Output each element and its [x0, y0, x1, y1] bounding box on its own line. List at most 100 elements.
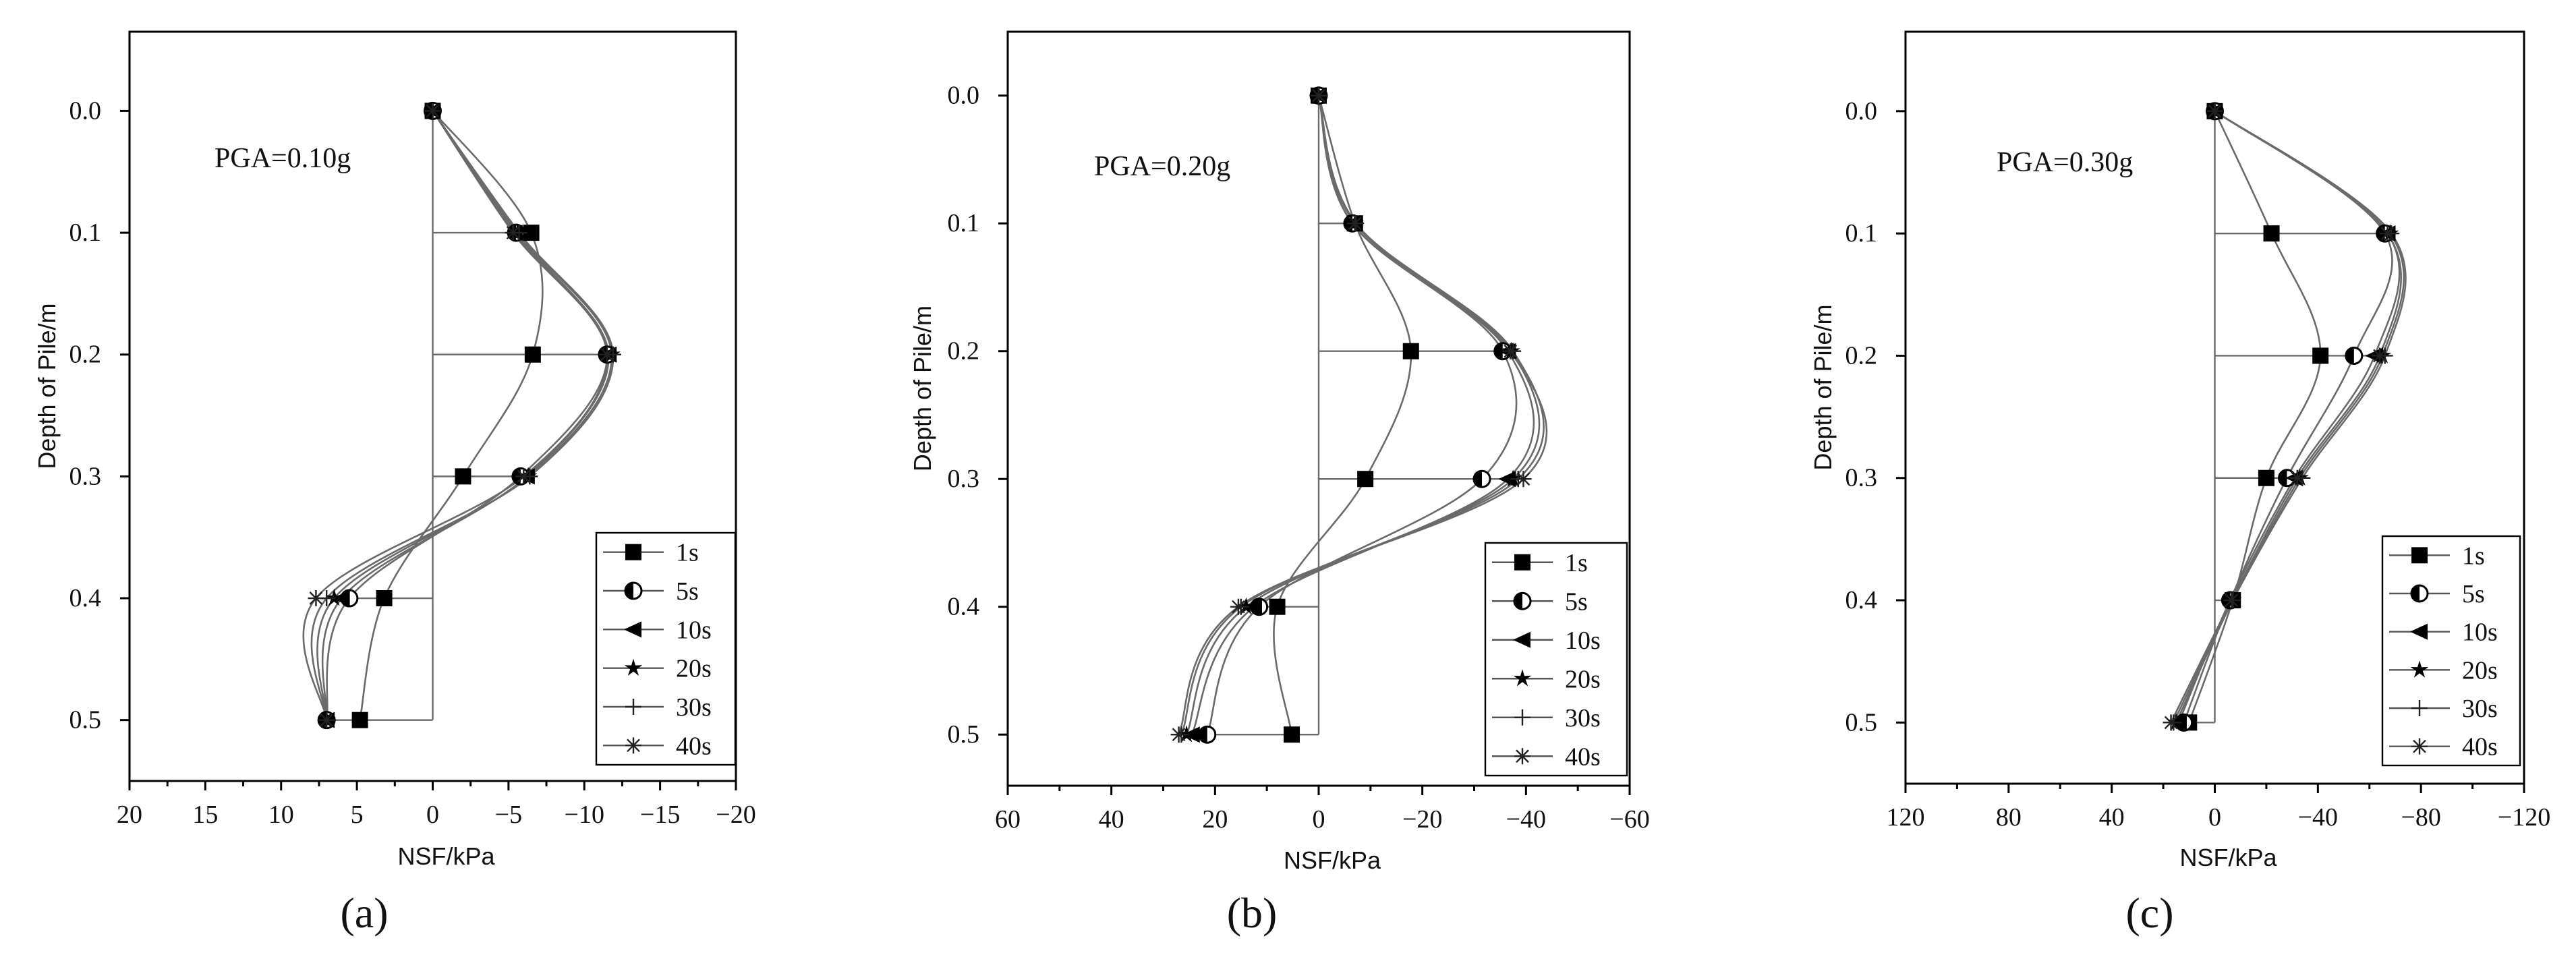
series-markers-30s [318, 103, 621, 728]
y-tick-label: 0.1 [69, 219, 102, 247]
series-markers-20s [1177, 86, 1522, 743]
legend-label: 10s [1565, 627, 1601, 655]
legend-marker-20s [2410, 660, 2429, 678]
legend: 1s 5s 10s 20s 30s 40s [2381, 535, 2521, 767]
point-40s-4 [1230, 598, 1247, 615]
y-axis-label: Depth of Pile/m [909, 306, 936, 471]
x-tick-label: 0 [2208, 803, 2221, 832]
x-tick-label: 5 [351, 801, 364, 829]
point-40s-1 [505, 225, 521, 241]
x-tick-label: −5 [495, 801, 522, 829]
panel-label: (b) [1227, 889, 1278, 937]
y-tick-label: 0.3 [948, 465, 980, 493]
legend-marker-1s [625, 544, 641, 560]
legend-label: 1s [2462, 542, 2485, 570]
y-tick-label: 0.1 [1845, 219, 1878, 248]
panel-label: (c) [2125, 889, 2173, 937]
series-line-10s [1191, 95, 1535, 735]
legend-marker-40s [2411, 738, 2428, 755]
x-tick-label: 80 [1996, 803, 2022, 832]
series-line-20s [2175, 110, 2405, 723]
x-tick-label: −120 [2498, 803, 2550, 832]
series-line-40s [2170, 110, 2402, 723]
series-line-1s [1273, 95, 1412, 735]
point-40s-1 [1346, 215, 1363, 232]
y-axis-label: Depth of Pile/m [1809, 304, 1837, 470]
x-axis-label: NSF/kPa [2179, 844, 2277, 871]
legend-marker-10s [2410, 623, 2428, 640]
point-1s-2 [1402, 343, 1419, 359]
legend-marker-10s [1513, 631, 1530, 648]
point-20s-2 [602, 345, 621, 362]
x-tick-label: 0 [1313, 805, 1325, 834]
x-tick-label: −10 [565, 801, 604, 829]
legend-box [1484, 542, 1628, 777]
legend-marker-1s [2411, 547, 2428, 564]
point-5s-2 [2345, 346, 2364, 365]
x-tick-label: −20 [716, 801, 755, 829]
pga-annotation: PGA=0.30g [1997, 147, 2133, 178]
y-tick-label: 0.0 [1845, 97, 1878, 125]
point-1s-3 [455, 468, 471, 485]
legend-label: 5s [676, 577, 699, 606]
point-40s-5 [2163, 714, 2179, 731]
point-40s-4 [308, 590, 324, 607]
x-tick-label: −40 [1506, 805, 1546, 834]
point-40s-0 [2206, 103, 2223, 119]
pga-annotation: PGA=0.10g [214, 143, 351, 174]
x-tick-label: 0 [426, 801, 439, 829]
series-markers-40s [1170, 87, 1532, 743]
point-20s-2 [2373, 346, 2392, 364]
point-40s-0 [1311, 87, 1327, 104]
legend-label: 20s [2462, 656, 2498, 685]
point-40s-2 [2372, 347, 2388, 364]
legend-marker-40s [1514, 748, 1530, 765]
x-tick-label: −60 [1609, 805, 1649, 834]
point-40s-5 [1170, 726, 1187, 743]
point-5s-2-fill [2345, 347, 2354, 364]
series-line-10s [2177, 110, 2401, 723]
point-20s-5 [1177, 725, 1196, 743]
y-tick-label: 0.3 [69, 462, 102, 490]
series-line-20s [316, 110, 613, 720]
legend-label: 20s [1565, 665, 1601, 693]
series-markers-5s [1198, 86, 1512, 744]
series-line-10s [321, 110, 610, 720]
point-5s-3-fill [2279, 469, 2287, 486]
chart-panel-2: 60 40 20 0 −20 −40 −60 0.0 0.1 0.2 0.3 0.4 0.5 NSF/kP… [909, 30, 1650, 937]
series-markers-30s [1173, 87, 1526, 743]
series-markers-30s [2165, 103, 2400, 731]
point-5s-3 [1472, 469, 1491, 488]
legend-marker-20s [1513, 669, 1532, 687]
point-1s-5 [351, 712, 368, 728]
x-tick-label: 20 [117, 801, 142, 829]
x-tick-label: 10 [268, 801, 294, 829]
point-40s-3 [515, 468, 532, 485]
legend-marker-10s [624, 621, 641, 638]
legend-marker-30s [1514, 709, 1530, 726]
x-tick-label: 60 [995, 805, 1021, 834]
chart-panel-1: 20 15 10 5 0 −5 −10 −15 −20 0.0 0.1 0.2 0.3 0.4 0.5 NSF… [33, 30, 756, 937]
point-20s-5 [2167, 713, 2185, 730]
point-1s-2 [524, 346, 541, 363]
point-10s-4 [332, 590, 350, 607]
legend-marker-5s [2410, 584, 2429, 603]
y-tick-label: 0.4 [1845, 586, 1878, 614]
legend-label: 1s [676, 539, 699, 567]
series-markers-1s [351, 103, 541, 728]
legend-label: 40s [1565, 743, 1601, 771]
legend-marker-30s [2411, 700, 2428, 716]
point-20s-4 [1237, 597, 1255, 614]
chart-panel-3: 120 80 40 0 −40 −80 −120 0.0 0.1 0.2 0.3 0.4 0.5 NSF/… [1809, 30, 2550, 937]
panel-label: (a) [340, 889, 388, 937]
point-20s-3 [2291, 468, 2309, 486]
point-1s-3 [2258, 469, 2274, 486]
legend-label: 40s [676, 732, 712, 760]
y-tick-label: 0.4 [69, 584, 102, 612]
y-tick-label: 0.2 [948, 337, 980, 366]
y-axis-label: Depth of Pile/m [33, 303, 61, 469]
x-tick-label: −15 [640, 801, 680, 829]
pga-annotation: PGA=0.20g [1094, 151, 1230, 182]
legend-label: 5s [1565, 587, 1588, 616]
